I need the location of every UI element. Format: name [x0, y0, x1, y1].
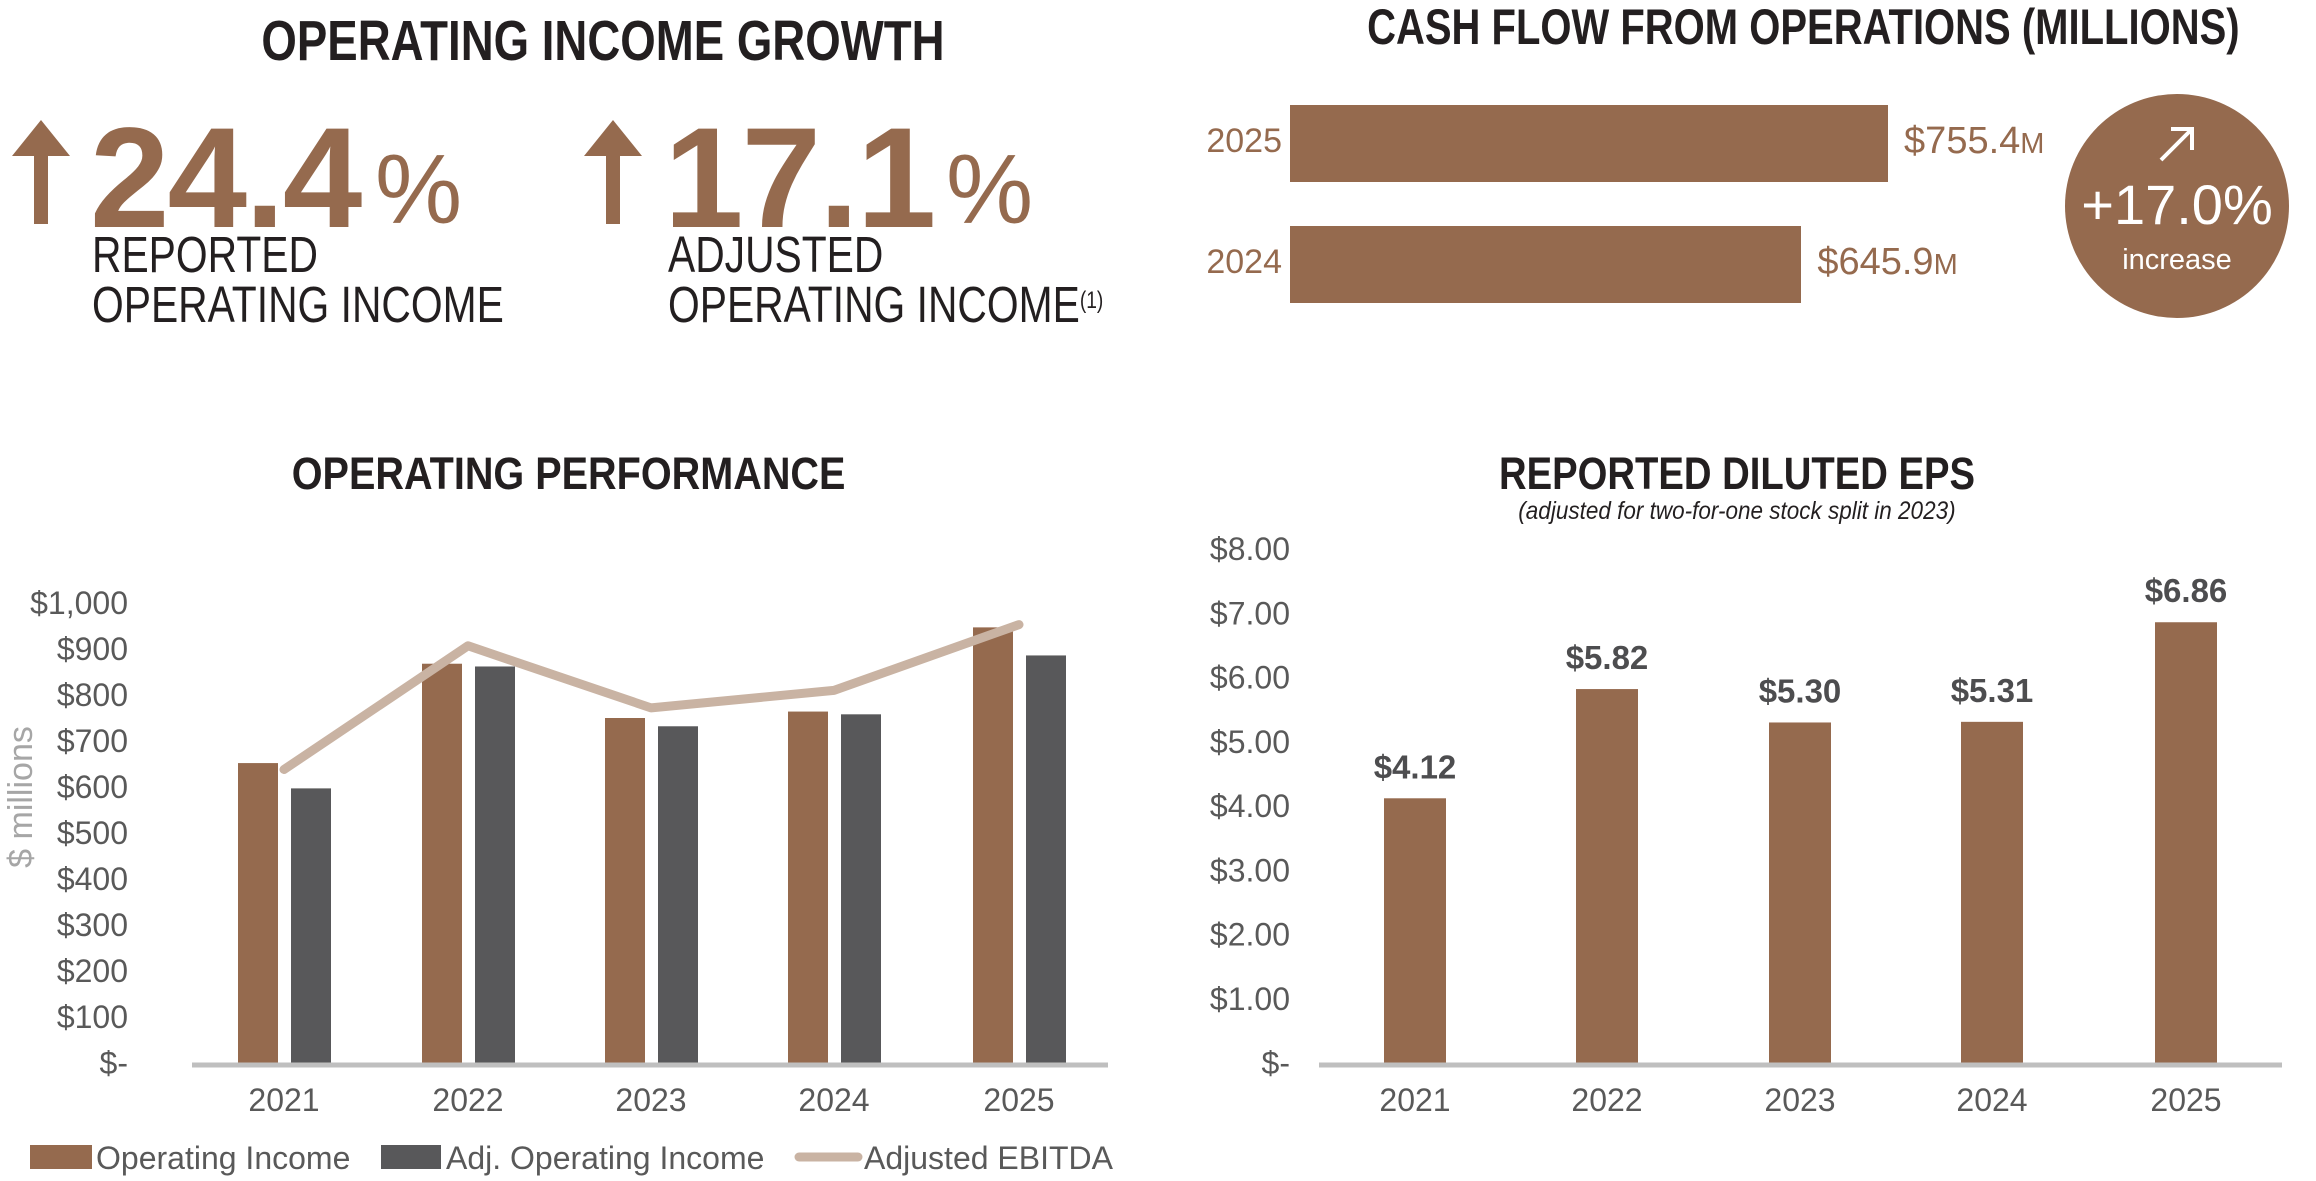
bar-eps-2022 — [1576, 689, 1638, 1063]
y-tick-label: $3.00 — [1210, 852, 1290, 888]
operating-performance-title: OPERATING PERFORMANCE — [292, 448, 846, 499]
y-tick-label: $- — [100, 1045, 128, 1081]
data-label: $5.82 — [1566, 639, 1649, 676]
x-tick-label: 2021 — [1379, 1082, 1450, 1118]
reported-growth-label: REPORTED OPERATING INCOME — [92, 226, 504, 333]
up-arrow-icon — [12, 120, 70, 224]
x-tick-label: 2025 — [2150, 1082, 2221, 1118]
bar-adj-operating-income-2022 — [475, 666, 515, 1063]
line-adjusted-ebitda — [279, 620, 1024, 775]
y-tick-label: $- — [1262, 1045, 1290, 1081]
y-axis-label: $ millions — [2, 726, 40, 868]
bar-operating-income-2024 — [788, 711, 828, 1063]
north-east-arrow-icon — [2159, 127, 2194, 162]
y-tick-label: $900 — [57, 631, 128, 667]
cash-flow-bar-2025 — [1290, 105, 1889, 182]
y-tick-label: $1.00 — [1210, 981, 1290, 1017]
x-tick-label: 2025 — [983, 1082, 1054, 1118]
y-tick-label: $200 — [57, 953, 128, 989]
reported-growth-unit: % — [375, 134, 463, 244]
y-tick-label: $1,000 — [30, 585, 128, 621]
legend-label-adjusted-ebitda: Adjusted EBITDA — [864, 1140, 1114, 1176]
cash-flow-value-2024: $645.9M — [1817, 241, 1958, 283]
x-tick-label: 2022 — [432, 1082, 503, 1118]
bar-eps-2021 — [1384, 798, 1446, 1063]
bar-operating-income-2025 — [973, 627, 1013, 1063]
legend-label-operating-income: Operating Income — [96, 1140, 350, 1176]
bar-adj-operating-income-2023 — [658, 726, 698, 1063]
legend-label-adj-operating-income: Adj. Operating Income — [446, 1140, 764, 1176]
y-tick-label: $100 — [57, 999, 128, 1035]
y-tick-label: $2.00 — [1210, 917, 1290, 953]
bar-adj-operating-income-2025 — [1026, 655, 1066, 1063]
y-tick-label: $400 — [57, 861, 128, 897]
y-tick-label: $700 — [57, 723, 128, 759]
bar-eps-2023 — [1769, 722, 1831, 1063]
y-tick-label: $8.00 — [1210, 531, 1290, 567]
y-tick-label: $4.00 — [1210, 788, 1290, 824]
x-tick-label: 2024 — [1956, 1082, 2027, 1118]
cash-flow-title: CASH FLOW FROM OPERATIONS (MILLIONS) — [1367, 0, 2240, 55]
cash-flow-year-2024: 2024 — [1206, 243, 1282, 281]
y-tick-label: $7.00 — [1210, 595, 1290, 631]
adjusted-growth-unit: % — [946, 134, 1034, 244]
bar-eps-2025 — [2155, 622, 2217, 1063]
adjusted-growth-value: 17.1 — [664, 99, 936, 258]
bar-operating-income-2022 — [422, 663, 462, 1063]
footnote-marker: (1) — [1079, 287, 1104, 314]
x-tick-label: 2023 — [615, 1082, 686, 1118]
legend-swatch-adj-operating-income — [381, 1145, 441, 1169]
cash-flow-bar-2024 — [1290, 226, 1802, 303]
data-label: $6.86 — [2145, 572, 2228, 609]
increase-label: increase — [2122, 244, 2232, 276]
y-tick-label: $6.00 — [1210, 660, 1290, 696]
eps-title: REPORTED DILUTED EPS — [1498, 448, 1976, 499]
y-tick-label: $800 — [57, 677, 128, 713]
legend-swatch-operating-income — [30, 1145, 92, 1169]
x-tick-label: 2021 — [248, 1082, 319, 1118]
x-tick-label: 2024 — [798, 1082, 869, 1118]
y-tick-label: $600 — [57, 769, 128, 805]
y-tick-label: $300 — [57, 907, 128, 943]
data-label: $5.31 — [1951, 672, 2034, 709]
y-tick-label: $500 — [57, 815, 128, 851]
bar-adj-operating-income-2024 — [841, 714, 881, 1063]
data-label: $5.30 — [1759, 672, 1842, 709]
increase-value: +17.0% — [2081, 173, 2273, 236]
x-tick-label: 2022 — [1571, 1082, 1642, 1118]
data-label: $4.12 — [1374, 748, 1457, 785]
bar-operating-income-2021 — [238, 763, 278, 1063]
increase-callout: +17.0% increase — [2065, 94, 2289, 318]
up-arrow-icon — [584, 120, 642, 224]
bar-adj-operating-income-2021 — [291, 788, 331, 1063]
y-tick-label: $5.00 — [1210, 724, 1290, 760]
cash-flow-value-2025: $755.4M — [1904, 120, 2045, 162]
cash-flow-year-2025: 2025 — [1206, 122, 1282, 160]
bar-eps-2024 — [1961, 721, 2023, 1063]
operating-income-growth-title: OPERATING INCOME GROWTH — [261, 9, 945, 73]
eps-subtitle: (adjusted for two-for-one stock split in… — [1518, 497, 1956, 525]
adjusted-growth-label: ADJUSTED OPERATING INCOME(1) — [668, 226, 1104, 333]
reported-growth-value: 24.4 — [90, 99, 362, 258]
bar-operating-income-2023 — [605, 718, 645, 1063]
x-tick-label: 2023 — [1764, 1082, 1835, 1118]
